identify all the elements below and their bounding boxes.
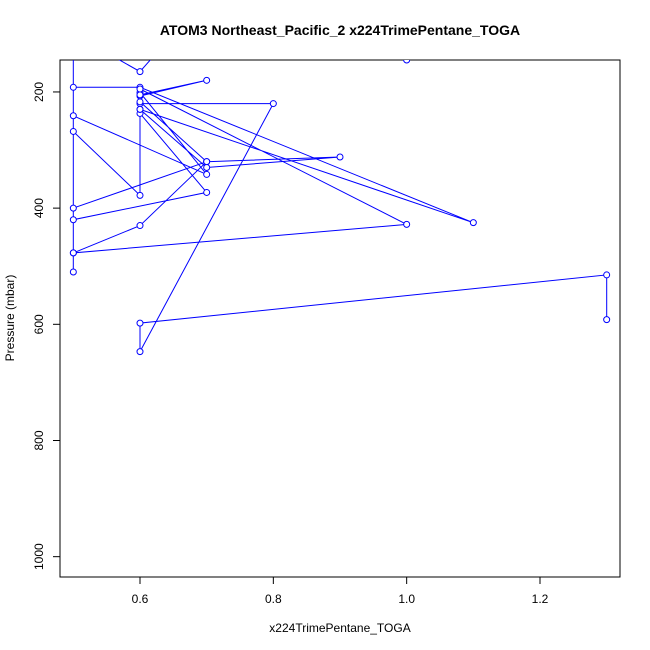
data-point	[69, 268, 77, 276]
y-axis-label: Pressure (mbar)	[3, 275, 17, 362]
x-tick-label: 0.8	[265, 592, 282, 606]
x-tick-label: 0.6	[132, 592, 149, 606]
data-point	[203, 170, 211, 178]
data-point	[137, 25, 143, 31]
data-point	[70, 19, 76, 25]
y-tick-label: 1000	[32, 543, 46, 570]
y-tick-label: 400	[32, 198, 46, 218]
data-point	[469, 219, 477, 227]
data-point	[136, 91, 144, 99]
data-point	[203, 188, 211, 196]
series-line	[72, 60, 608, 352]
data-point	[203, 158, 211, 166]
data-point	[69, 127, 77, 135]
x-axis: 0.6 0.8 1.0 1.2	[132, 577, 549, 606]
data-point	[403, 60, 411, 64]
y-tick-label: 600	[32, 314, 46, 334]
y-tick-label: 200	[32, 82, 46, 102]
data-point	[136, 105, 144, 113]
x-axis-label: x224TrimePentane_TOGA	[269, 621, 410, 635]
data-point	[69, 83, 77, 91]
data-point	[69, 249, 77, 257]
data-point	[136, 222, 144, 230]
data-point	[136, 98, 144, 106]
series-layer	[69, 19, 611, 356]
data-point	[136, 191, 144, 199]
data-point	[136, 85, 144, 93]
chart-title: ATOM3 Northeast_Pacific_2 x224TrimePenta…	[160, 22, 520, 38]
data-point	[70, 42, 76, 48]
data-point	[136, 348, 144, 356]
data-point	[137, 28, 143, 34]
data-point	[336, 153, 344, 161]
data-point	[603, 316, 611, 324]
y-tick-label: 800	[32, 430, 46, 450]
y-axis: 200 400 600 800 1000	[32, 82, 60, 570]
data-point	[136, 68, 144, 76]
data-point	[69, 204, 77, 212]
data-point	[269, 100, 277, 108]
data-point	[203, 163, 211, 171]
data-point	[603, 271, 611, 279]
x-tick-label: 1.2	[532, 592, 549, 606]
data-point	[69, 216, 77, 224]
x-tick-label: 1.0	[398, 592, 415, 606]
data-point	[136, 319, 144, 327]
data-point	[69, 112, 77, 120]
data-point	[403, 220, 411, 228]
data-point	[203, 76, 211, 84]
data-point	[70, 31, 76, 37]
plot-area	[59, 59, 621, 578]
